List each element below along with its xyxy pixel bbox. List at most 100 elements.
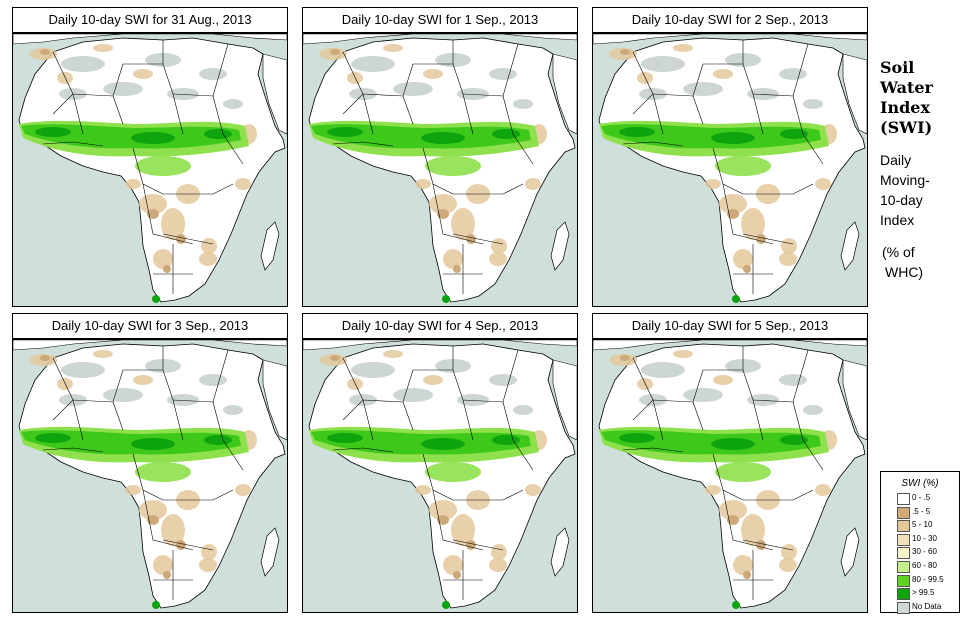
saturated-area	[204, 435, 232, 445]
dry-soil-area	[443, 249, 463, 269]
side-unit: (% of WHC)	[882, 242, 968, 282]
country-border	[142, 489, 194, 551]
sahara-nodata-area	[747, 88, 779, 100]
saturated-area	[619, 127, 655, 137]
sahara-nodata-area	[223, 99, 243, 109]
sahara-nodata-area	[457, 88, 489, 100]
saturated-area	[619, 433, 655, 443]
saturated-area	[421, 438, 465, 450]
sahara-nodata-area	[489, 68, 517, 80]
arabia-landmass	[262, 53, 287, 135]
europe-landmass	[13, 340, 287, 351]
country-border	[742, 233, 794, 245]
dry-soil-area	[741, 514, 765, 546]
wet-area-central	[135, 462, 191, 482]
very-dry-soil-area	[40, 49, 50, 55]
dry-soil-area	[125, 179, 141, 189]
dry-soil-area	[161, 514, 185, 546]
sahara-nodata-area	[351, 56, 395, 72]
country-border	[212, 401, 224, 441]
legend-row: No Data	[881, 601, 959, 615]
legend-row: 10 - 30	[881, 533, 959, 547]
dry-soil-area	[673, 350, 693, 358]
country-border	[402, 95, 414, 125]
country-border	[692, 95, 704, 125]
map-frame	[12, 339, 288, 613]
dry-soil-area	[93, 350, 113, 358]
country-border	[432, 489, 484, 551]
very-dry-soil-area	[620, 355, 630, 361]
africa-map	[13, 340, 287, 612]
very-dry-soil-area	[437, 515, 449, 525]
side-subtitle-line: 10-day	[880, 192, 923, 208]
dry-soil-area	[133, 375, 153, 385]
country-border	[332, 447, 394, 453]
very-dry-soil-area	[163, 571, 171, 579]
dry-soil-area	[815, 178, 831, 190]
dry-soil-area	[201, 544, 217, 560]
legend: SWI (%) 0 - .5 .5 - 5 5 - 10 10 - 30 30 …	[880, 471, 960, 614]
legend-label: > 99.5	[912, 588, 935, 598]
country-border	[752, 93, 764, 135]
sahara-nodata-area	[199, 68, 227, 80]
legend-row: 30 - 60	[881, 546, 959, 560]
map-panel-5: Daily 10-day SWI for 4 Sep., 2013	[302, 313, 578, 613]
saturated-area	[780, 129, 808, 139]
dry-soil-area	[525, 484, 541, 496]
dry-soil-area	[491, 544, 507, 560]
side-title-line: Water	[880, 78, 933, 97]
country-border	[743, 489, 814, 501]
dry-soil-area	[415, 485, 431, 495]
side-subtitle-line: Moving-	[880, 172, 930, 188]
side-title-line: (SWI)	[880, 118, 933, 137]
europe-landmass	[593, 34, 867, 45]
legend-row: 5 - 10	[881, 519, 959, 533]
saturated-area	[204, 129, 232, 139]
map-panel-1: Daily 10-day SWI for 31 Aug., 2013	[12, 7, 288, 307]
country-border	[212, 95, 224, 135]
africa-map	[13, 34, 287, 306]
madagascar	[550, 221, 570, 271]
very-dry-soil-area	[330, 49, 340, 55]
side-subtitle: Daily Moving- 10-day Index	[880, 150, 966, 230]
legend-swatch	[897, 601, 910, 614]
wet-area-central	[715, 462, 771, 482]
sahara-nodata-area	[103, 388, 143, 402]
country-border	[112, 401, 124, 431]
dry-soil-area	[125, 485, 141, 495]
legend-label: 30 - 60	[912, 547, 937, 557]
sahara-nodata-area	[457, 394, 489, 406]
country-border	[142, 183, 194, 245]
legend-label: 0 - .5	[912, 493, 931, 502]
dry-soil-area	[57, 72, 73, 84]
dry-soil-area	[93, 44, 113, 52]
country-border	[332, 141, 394, 147]
map-frame	[302, 33, 578, 307]
dry-soil-area	[199, 252, 217, 266]
legend-label: 5 - 10	[912, 520, 933, 530]
country-border	[652, 93, 664, 135]
arabia-landmass	[262, 359, 287, 441]
panel-title: Daily 10-day SWI for 31 Aug., 2013	[12, 7, 288, 33]
legend-row: .5 - 5	[881, 506, 959, 520]
map-panel-2: Daily 10-day SWI for 1 Sep., 2013	[302, 7, 578, 307]
legend-label: .5 - 5	[912, 506, 931, 516]
wet-area-central	[715, 156, 771, 176]
country-border	[72, 399, 84, 441]
dry-soil-area	[781, 544, 797, 560]
legend-swatch	[897, 588, 910, 601]
sahara-nodata-area	[103, 82, 143, 96]
legend-swatch	[897, 574, 910, 587]
dry-soil-area	[235, 178, 251, 190]
dry-soil-area	[713, 69, 733, 79]
madagascar	[260, 221, 280, 271]
dry-soil-area	[733, 249, 753, 269]
saturated-area	[327, 433, 363, 443]
country-border	[622, 141, 684, 147]
cape-wet-spot	[732, 601, 740, 609]
country-border	[112, 95, 124, 125]
country-border	[163, 489, 234, 501]
panel-title: Daily 10-day SWI for 3 Sep., 2013	[12, 313, 288, 339]
saturated-area	[131, 132, 175, 144]
legend-rows: 0 - .5 .5 - 5 5 - 10 10 - 30 30 - 60 60 …	[881, 492, 959, 614]
